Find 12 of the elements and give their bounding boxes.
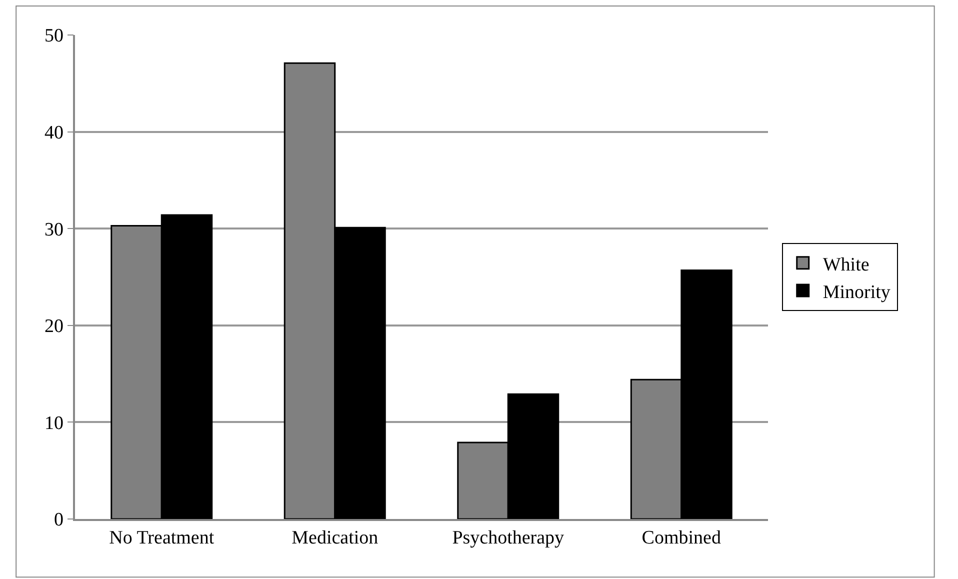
- x-tick-label: Medication: [292, 528, 379, 549]
- y-tick-label: 40: [44, 122, 64, 144]
- x-tick-label: No Treatment: [109, 528, 215, 549]
- y-tick-label: 20: [44, 316, 64, 338]
- legend-label: White: [822, 254, 870, 276]
- y-tick-label: 10: [44, 412, 64, 434]
- legend-label: Minority: [822, 282, 891, 303]
- y-tick-label: 30: [44, 219, 64, 240]
- y-tick-label: 50: [44, 26, 64, 47]
- x-tick-label: Combined: [642, 528, 722, 549]
- x-tick-label: Psychotherapy: [452, 528, 565, 549]
- y-tick-label: 0: [54, 510, 64, 531]
